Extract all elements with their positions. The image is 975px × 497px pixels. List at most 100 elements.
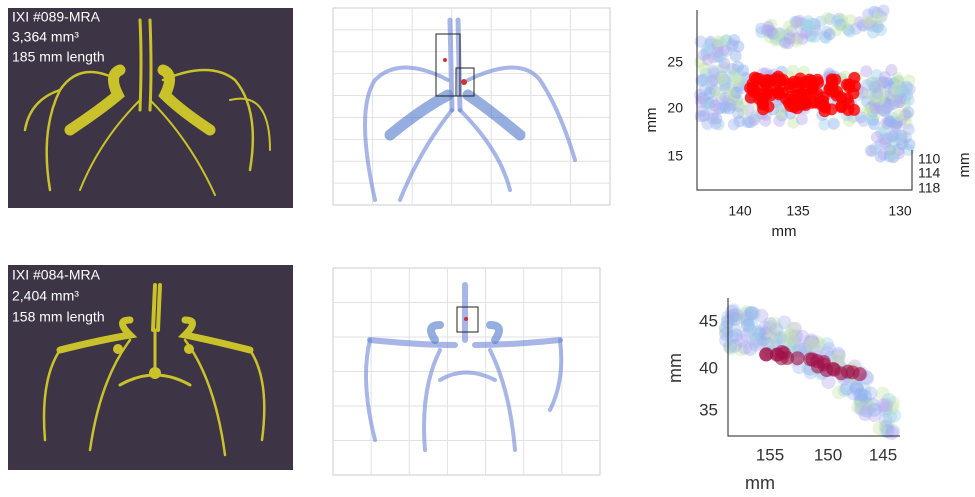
point-cloud bbox=[694, 5, 916, 164]
highlight-point bbox=[803, 352, 817, 366]
highlight-point bbox=[810, 97, 822, 109]
cloud-point bbox=[737, 64, 749, 76]
highlight-point bbox=[784, 100, 796, 112]
highlight-point bbox=[853, 367, 867, 381]
highlight-point bbox=[757, 103, 769, 115]
cloud-point bbox=[858, 389, 872, 403]
figure: IXI #089-MRA 3,364 mm³ 185 mm length IXI… bbox=[0, 0, 975, 497]
cloud-point bbox=[745, 306, 759, 320]
cloud-point bbox=[866, 77, 878, 89]
highlight-dot bbox=[464, 317, 468, 321]
scan-length: 158 mm length bbox=[12, 309, 105, 325]
cloud-point bbox=[726, 40, 738, 52]
cloud-point bbox=[854, 402, 868, 416]
highlight-point bbox=[775, 345, 789, 359]
cloud-point bbox=[723, 340, 737, 354]
cloud-point bbox=[763, 317, 777, 331]
y-axis-label: mm bbox=[643, 108, 660, 133]
cloud-point bbox=[881, 102, 893, 114]
cloud-point bbox=[765, 25, 777, 37]
x-tick-label: 150 bbox=[814, 445, 842, 464]
y-tick-label: 35 bbox=[699, 400, 718, 419]
highlight-point bbox=[826, 77, 838, 89]
highlight-dot bbox=[443, 58, 447, 62]
y-tick-label: 45 bbox=[699, 311, 718, 330]
cloud-point bbox=[785, 322, 799, 336]
cloud-point bbox=[702, 54, 714, 66]
vessel-blob bbox=[149, 367, 161, 379]
vessel-blob bbox=[113, 344, 123, 354]
cloud-point bbox=[747, 327, 761, 341]
highlight-point bbox=[792, 89, 804, 101]
y-tick-label: 25 bbox=[667, 54, 683, 70]
cloud-point bbox=[708, 67, 720, 79]
scan-volume: 2,404 mm³ bbox=[12, 288, 79, 304]
cloud-point bbox=[885, 64, 897, 76]
cloud-point bbox=[865, 113, 877, 125]
figure-canvas: IXI #089-MRA 3,364 mm³ 185 mm length IXI… bbox=[0, 0, 975, 497]
cloud-point bbox=[873, 421, 887, 435]
scan-id: IXI #089-MRA bbox=[12, 9, 101, 25]
cloud-point bbox=[871, 131, 883, 143]
x-tick-label: 135 bbox=[786, 203, 810, 219]
cloud-point bbox=[724, 98, 736, 110]
y-tick-label: 15 bbox=[667, 148, 683, 164]
cloud-point bbox=[903, 138, 915, 150]
highlight-point bbox=[812, 76, 824, 88]
cloud-point bbox=[791, 16, 803, 28]
highlight-point bbox=[783, 78, 795, 90]
z-tick-label: 118 bbox=[918, 180, 941, 196]
highlight-point bbox=[841, 365, 855, 379]
highlight-point bbox=[847, 87, 859, 99]
y-tick-label: 40 bbox=[699, 358, 718, 377]
highlight-point bbox=[744, 82, 756, 94]
highlight-point bbox=[765, 89, 777, 101]
cloud-point bbox=[796, 113, 808, 125]
highlight-point bbox=[759, 347, 773, 361]
x-tick-label: 145 bbox=[869, 445, 897, 464]
point-cloud bbox=[719, 303, 901, 440]
highlight-point bbox=[817, 355, 831, 369]
scan-volume: 3,364 mm³ bbox=[12, 29, 79, 45]
cloud-point bbox=[759, 115, 771, 127]
x-tick-label: 130 bbox=[888, 203, 912, 219]
y-axis-label: mm bbox=[665, 353, 685, 383]
scan-id: IXI #084-MRA bbox=[12, 267, 101, 283]
cloud-point bbox=[901, 82, 913, 94]
cloud-point bbox=[844, 26, 856, 38]
cloud-point bbox=[871, 88, 883, 100]
cloud-point bbox=[728, 118, 740, 130]
cloud-point bbox=[824, 28, 836, 40]
cloud-point bbox=[877, 398, 891, 412]
x-axis-label: mm bbox=[772, 223, 797, 240]
vessel-plot bbox=[366, 285, 561, 450]
cloud-point bbox=[730, 87, 742, 99]
z-axis-label: mm bbox=[956, 153, 973, 178]
highlight-point bbox=[763, 75, 775, 87]
x-tick-label: 140 bbox=[728, 203, 752, 219]
y-tick-label: 20 bbox=[667, 100, 683, 116]
cloud-point bbox=[903, 123, 915, 135]
x-tick-label: 155 bbox=[756, 445, 784, 464]
cloud-point bbox=[863, 15, 875, 27]
cloud-point bbox=[860, 65, 872, 77]
vessel-blob bbox=[184, 344, 194, 354]
vessel-plot-grid bbox=[333, 8, 610, 205]
cloud-point bbox=[731, 75, 743, 87]
cloud-point bbox=[805, 337, 819, 351]
highlight-dot bbox=[461, 79, 467, 85]
cloud-point bbox=[725, 305, 739, 319]
cloud-point bbox=[748, 114, 760, 126]
plot-frame bbox=[333, 8, 610, 205]
x-axis-label: mm bbox=[745, 473, 775, 493]
cloud-point bbox=[893, 109, 905, 121]
cloud-point bbox=[889, 128, 901, 140]
cloud-point bbox=[831, 15, 843, 27]
scan-length: 185 mm length bbox=[12, 49, 105, 65]
cloud-point bbox=[869, 102, 881, 114]
cloud-point bbox=[865, 145, 877, 157]
cloud-point bbox=[782, 37, 794, 49]
z-tick-label: 114 bbox=[918, 165, 941, 181]
cloud-point bbox=[698, 110, 710, 122]
cloud-point bbox=[903, 94, 915, 106]
